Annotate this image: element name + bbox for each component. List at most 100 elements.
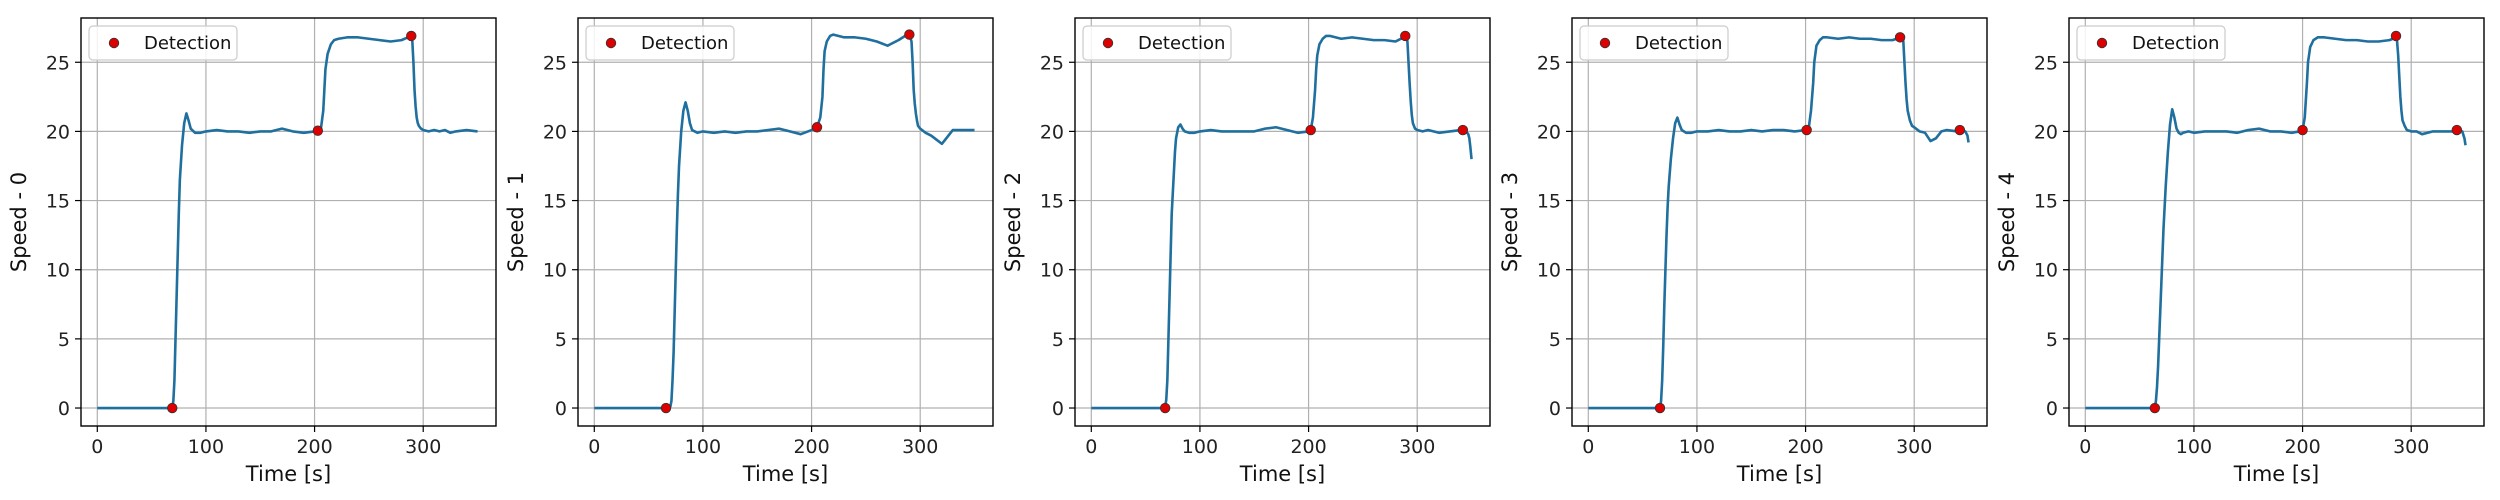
x-tick-label: 100 [685,436,721,458]
x-tick-label: 300 [2393,436,2429,458]
x-tick-label: 200 [1787,436,1823,458]
legend-label: Detection [1138,33,1225,54]
y-tick-label: 5 [1549,329,1561,351]
speed-line [1091,34,1473,410]
legend-marker [1599,37,1611,49]
x-tick-label: 0 [1085,436,1097,458]
x-tick-label: 300 [902,436,938,458]
y-tick-label: 15 [1040,191,1064,213]
x-axis-label: Time [s] [1736,462,1822,486]
subplot-1: 0 100 200 300 0 5 10 15 20 25 Detection Time [s] Spe… [504,17,994,486]
y-tick-label: 0 [1549,398,1561,420]
detection-point [1801,124,1812,136]
legend-marker [108,37,120,49]
detection-point [904,29,915,40]
y-tick-label: 20 [1040,121,1064,143]
y-tick-label: 0 [58,398,70,420]
x-tick-label: 0 [91,436,103,458]
y-tick-label: 10 [1040,260,1064,282]
subplot-2: 0 100 200 300 0 5 10 15 20 25 Detection Time [s] Spe… [1001,17,1491,486]
detection-point [660,402,672,414]
detection-point [1654,402,1666,414]
legend-marker [2096,37,2108,49]
legend-box [1579,25,1729,61]
y-tick-label: 0 [2046,398,2058,420]
detection-point [2390,30,2402,42]
x-tick-label: 100 [1182,436,1218,458]
y-tick-label: 25 [543,52,567,74]
detection-point [1159,402,1171,414]
legend-box [88,25,238,61]
axes-frame [1571,17,1988,427]
y-tick-label: 0 [555,398,567,420]
x-axis-label: Time [s] [2233,462,2319,486]
speed-line [594,33,975,410]
detection-point [1894,32,1906,43]
detection-point [312,125,324,136]
subplot-3: 0 100 200 300 0 5 10 15 20 25 Detection Time [s] Spe… [1498,17,1988,486]
y-axis-label: Speed - 1 [504,172,528,272]
legend-label: Detection [2132,33,2219,54]
legend: Detection [88,25,238,61]
y-tick-label: 25 [2034,52,2058,74]
y-tick-label: 10 [46,260,70,282]
axes-frame [80,17,497,427]
y-tick-label: 15 [1537,191,1561,213]
y-axis-label: Speed - 3 [1498,172,1522,272]
y-tick-label: 25 [1040,52,1064,74]
legend: Detection [1082,25,1232,61]
y-tick-label: 15 [46,191,70,213]
y-tick-label: 20 [2034,121,2058,143]
y-axis-label: Speed - 4 [1995,172,2019,272]
x-tick-label: 300 [405,436,441,458]
detection-point [167,402,178,414]
y-tick-label: 20 [543,121,567,143]
speed-line [1588,34,1970,410]
y-tick-label: 10 [1537,260,1561,282]
x-tick-label: 300 [1399,436,1435,458]
legend-label: Detection [144,33,231,54]
y-tick-label: 15 [2034,191,2058,213]
legend-box [585,25,735,61]
legend-box [2076,25,2226,61]
y-tick-label: 15 [543,191,567,213]
x-axis-label: Time [s] [742,462,828,486]
speed-line [97,34,478,410]
axes-frame [1074,17,1491,427]
x-tick-label: 0 [588,436,600,458]
y-tick-label: 0 [1052,398,1064,420]
x-tick-label: 0 [1582,436,1594,458]
detection-point [1954,124,1966,136]
detection-point [2149,402,2161,414]
x-axis-label: Time [s] [245,462,331,486]
subplot-4: 0 100 200 300 0 5 10 15 20 25 Detection Time [s] Spe… [1995,17,2485,486]
detection-point [1457,124,1469,136]
detection-point [406,30,417,42]
x-tick-label: 200 [2284,436,2320,458]
axes-frame [2068,17,2485,427]
legend-label: Detection [641,33,728,54]
x-tick-label: 200 [296,436,332,458]
y-tick-label: 20 [46,121,70,143]
y-tick-label: 25 [1537,52,1561,74]
detection-point [2451,124,2463,136]
y-axis-label: Speed - 2 [1001,172,1025,272]
detection-point [1400,30,1411,42]
detection-point [811,122,823,133]
subplot-0: 0 100 200 300 0 5 10 15 20 25 Detection Time [s] Spe… [7,17,497,486]
y-tick-label: 5 [555,329,567,351]
detection-point [1305,124,1316,136]
x-axis-label: Time [s] [1239,462,1325,486]
x-tick-label: 100 [1679,436,1715,458]
y-tick-label: 10 [543,260,567,282]
detection-point [2297,124,2308,136]
legend-marker [1102,37,1114,49]
y-tick-label: 5 [1052,329,1064,351]
legend: Detection [585,25,735,61]
y-tick-label: 10 [2034,260,2058,282]
x-tick-label: 200 [1290,436,1326,458]
axes-frame [577,17,994,427]
legend-box [1082,25,1232,61]
